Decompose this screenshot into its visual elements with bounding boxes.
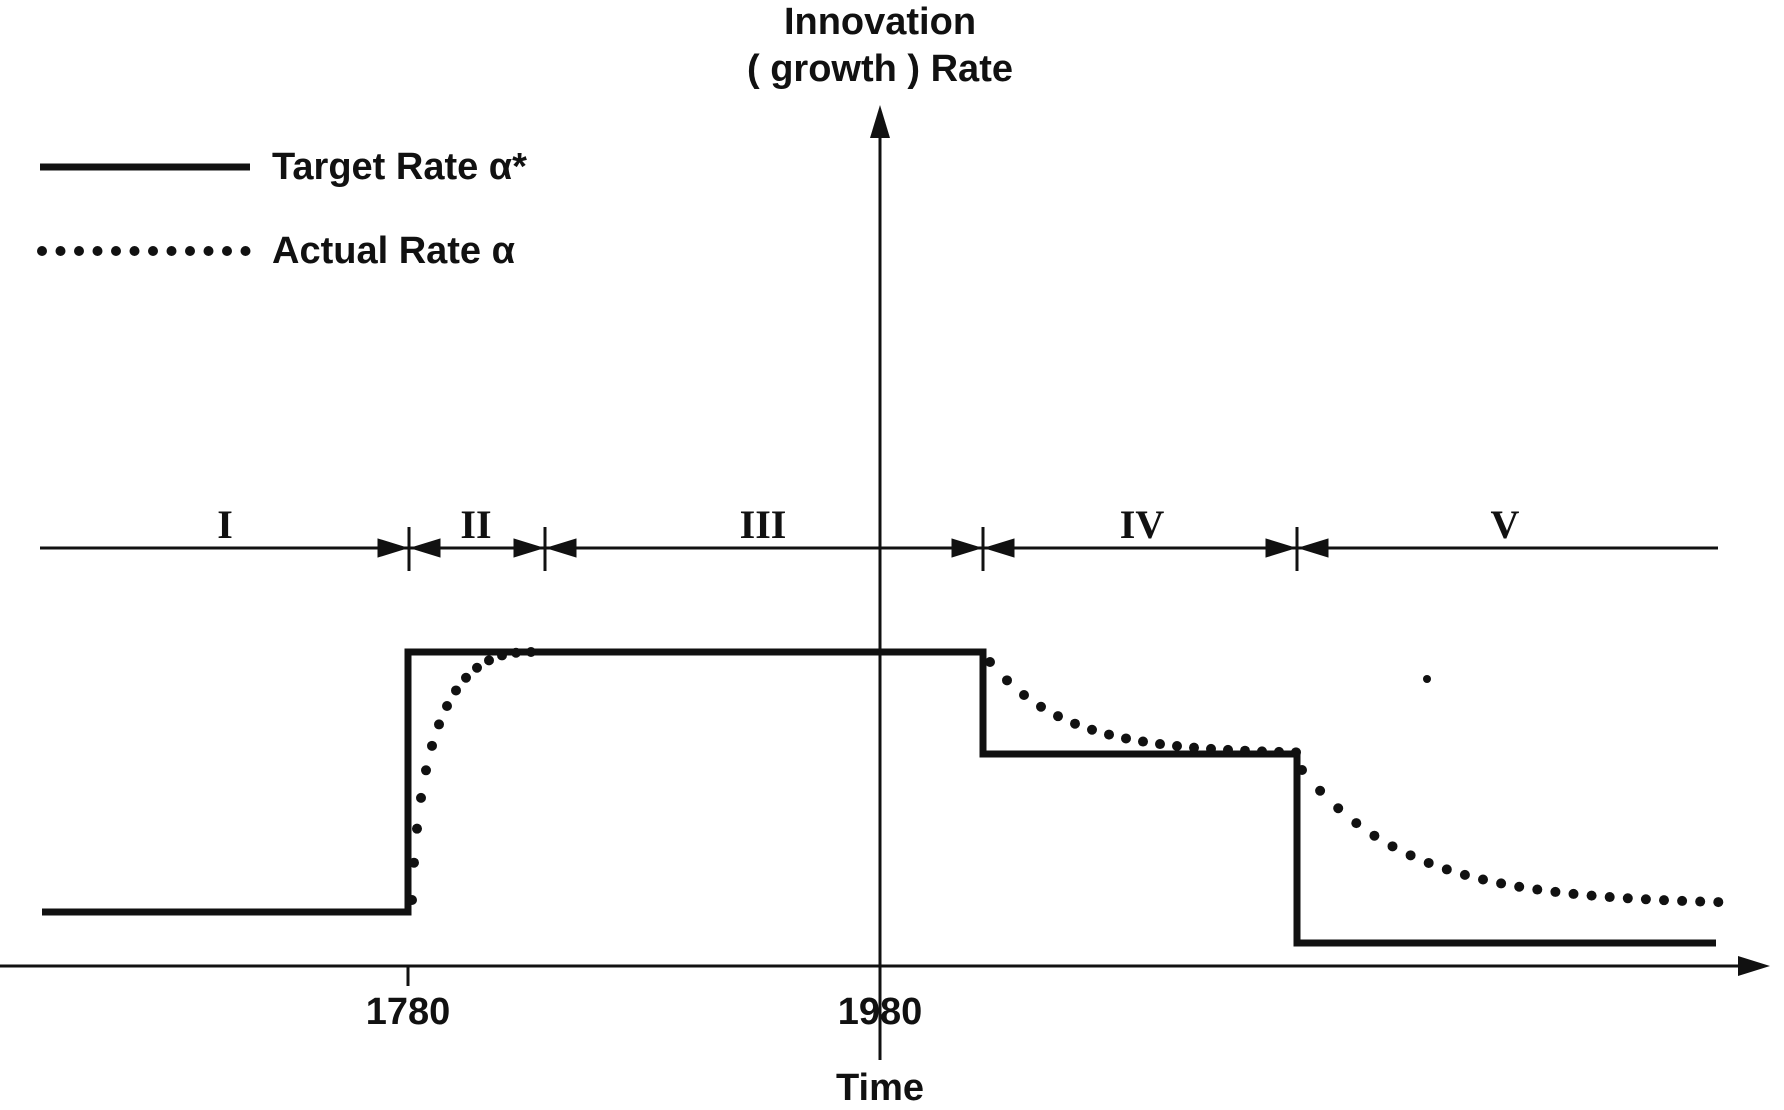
actual-rate-dot <box>1695 896 1706 907</box>
actual-rate-dot <box>1155 739 1165 750</box>
legend-label-target: Target Rate α* <box>272 146 527 188</box>
legend-dot <box>74 246 84 256</box>
phase-line <box>40 527 1718 571</box>
phase-label-3: III <box>739 502 787 547</box>
phase-boundary-3 <box>951 527 1015 571</box>
actual-rate-dot <box>526 647 536 657</box>
actual-rate-dot <box>1002 675 1012 686</box>
legend-dot <box>203 246 214 256</box>
legend-dot <box>111 246 121 256</box>
actual-rate-dot <box>461 672 471 683</box>
actual-rate-dot <box>1291 747 1301 758</box>
x-axis-arrow-icon <box>1738 956 1770 976</box>
legend-dot <box>129 246 140 256</box>
actual-rate-dot <box>1036 701 1046 712</box>
legend <box>37 163 251 256</box>
y-axis <box>870 105 890 1060</box>
actual-rate-dot <box>407 895 417 905</box>
phase-boundary-4 <box>1265 527 1329 571</box>
actual-rate-dot <box>1189 742 1199 753</box>
actual-rate-dot <box>1568 888 1579 899</box>
actual-rate-line <box>407 647 1724 908</box>
actual-rate-dot <box>1423 857 1434 868</box>
actual-rate-dot <box>1550 886 1561 897</box>
legend-dot <box>92 246 103 256</box>
x-tick-label-1780: 1780 <box>365 991 451 1033</box>
y-axis-arrow-icon <box>870 105 890 138</box>
legend-dotted-swatch <box>37 246 251 256</box>
legend-label-actual: Actual Rate α <box>272 230 515 272</box>
actual-rate-dot <box>497 650 507 661</box>
actual-rate-dot <box>1138 736 1148 747</box>
actual-rate-dot <box>1240 745 1250 756</box>
phase-label-1: I <box>217 502 233 547</box>
phase-label-5: V <box>1490 502 1520 547</box>
y-axis-label-line2: ( growth ) Rate <box>747 48 1013 90</box>
actual-rate-dot <box>1351 818 1362 829</box>
actual-rate-dot <box>1274 746 1284 757</box>
actual-rate-dot <box>1206 743 1216 754</box>
legend-dot <box>37 246 47 256</box>
actual-rate-dot <box>1172 741 1182 752</box>
actual-rate-dot <box>1604 892 1615 903</box>
actual-rate-dot <box>511 647 521 658</box>
actual-rate-dot <box>1478 874 1488 885</box>
actual-rate-dot <box>1713 897 1724 908</box>
actual-rate-dot <box>1441 864 1452 875</box>
phase-boundary-1 <box>377 527 441 571</box>
actual-rate-dot <box>1514 881 1525 892</box>
legend-dot <box>240 246 251 256</box>
phase-boundary-2 <box>513 527 577 571</box>
actual-rate-dot <box>1223 744 1233 755</box>
actual-rate-dot <box>985 657 995 667</box>
actual-rate-dot <box>421 765 431 776</box>
actual-rate-dot <box>1622 893 1633 904</box>
legend-dot <box>222 246 232 256</box>
actual-rate-dot <box>1677 895 1688 906</box>
actual-rate-dot <box>1121 733 1131 744</box>
actual-rate-dot <box>1369 830 1380 841</box>
actual-rate-dot <box>434 719 444 730</box>
phase-label-2: II <box>460 502 492 547</box>
legend-dot <box>55 246 66 256</box>
scan-speck <box>1423 675 1431 683</box>
target-rate-line <box>42 648 1716 947</box>
actual-rate-dot <box>409 857 419 868</box>
actual-rate-dot <box>427 740 437 751</box>
x-axis <box>0 956 1770 986</box>
y-axis-label-line1: Innovation <box>783 1 977 43</box>
actual-rate-dot <box>1257 746 1267 757</box>
actual-rate-dot <box>1405 850 1416 861</box>
actual-rate-dot <box>1019 690 1029 701</box>
x-axis-label: Time <box>835 1067 924 1109</box>
actual-rate-dot <box>1053 711 1063 722</box>
legend-dot <box>148 246 158 256</box>
actual-rate-dot <box>416 792 426 803</box>
actual-rate-dot <box>451 685 461 696</box>
phase-label-4: IV <box>1119 502 1165 547</box>
actual-rate-dot <box>1659 895 1669 906</box>
actual-rate-dot <box>442 700 452 711</box>
actual-rate-dot <box>1586 890 1597 901</box>
y-axis-label: Innovation ( growth ) Rate <box>680 0 1080 94</box>
actual-rate-dot <box>1387 841 1398 852</box>
actual-rate-dot <box>472 662 482 673</box>
actual-rate-dot <box>1496 878 1507 889</box>
actual-rate-dot <box>1315 785 1326 796</box>
actual-rate-dot <box>1459 869 1470 880</box>
actual-rate-dot <box>1087 724 1097 735</box>
actual-rate-dot <box>1532 884 1543 895</box>
actual-rate-dot <box>1297 765 1307 775</box>
actual-rate-dot <box>1104 729 1114 740</box>
actual-rate-dot <box>1333 803 1344 814</box>
actual-rate-dot <box>412 823 422 834</box>
actual-rate-dot <box>1640 894 1651 905</box>
actual-rate-dot <box>484 655 494 666</box>
legend-dot <box>185 246 195 256</box>
actual-rate-dot <box>1070 718 1080 729</box>
x-tick-label-1980: 1980 <box>837 991 923 1033</box>
legend-dot <box>166 246 177 256</box>
